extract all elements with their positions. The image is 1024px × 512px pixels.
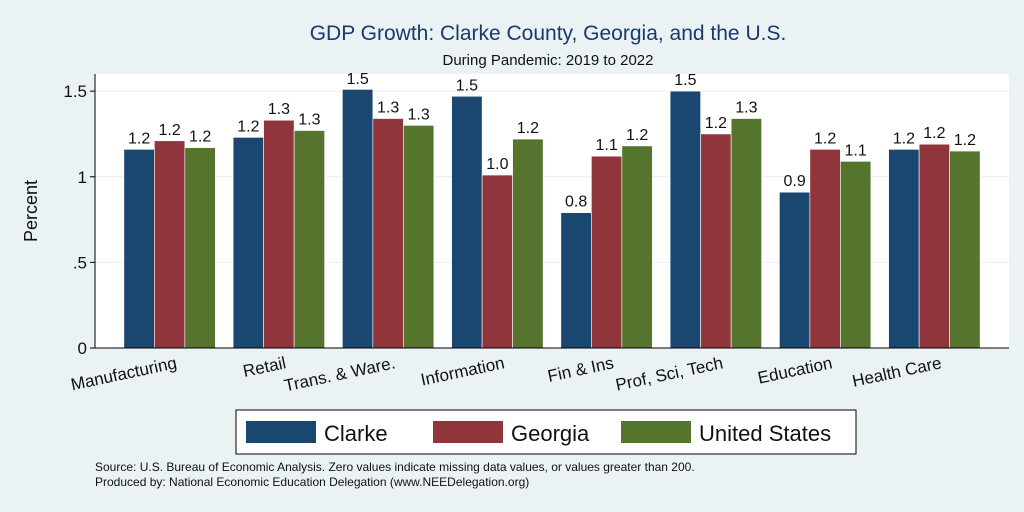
legend-swatch-clarke — [246, 421, 316, 443]
legend-swatch-georgia — [433, 421, 503, 443]
y-tick-label: 1 — [78, 168, 87, 187]
data-label-united-states-6: 1.1 — [845, 142, 867, 159]
bar-united-states-0 — [184, 147, 216, 349]
bar-clarke-1 — [232, 137, 264, 349]
legend-label-clarke: Clarke — [324, 421, 388, 446]
bar-georgia-2 — [372, 118, 404, 349]
bar-united-states-3 — [512, 138, 544, 349]
bar-georgia-6 — [809, 149, 841, 349]
bar-clarke-3 — [451, 95, 483, 349]
bar-united-states-7 — [949, 150, 981, 349]
data-label-georgia-6: 1.2 — [814, 130, 836, 147]
bar-united-states-2 — [403, 125, 435, 349]
data-labels-layer: 1.2 1.2 1.2 1.2 1.3 1.3 1.5 1.3 1.3 1.5 1.0 1.2 0.8 1… — [128, 71, 976, 211]
plot-area — [95, 74, 1009, 348]
x-tick-label-2: Trans. & Ware. — [282, 353, 397, 395]
data-label-clarke-0: 1.2 — [128, 130, 150, 147]
y-tick-label: 0 — [78, 339, 87, 358]
source-note: Source: U.S. Bureau of Economic Analysis… — [95, 460, 695, 474]
bar-united-states-5 — [730, 118, 762, 349]
bar-clarke-6 — [779, 191, 811, 349]
data-label-georgia-2: 1.3 — [377, 100, 399, 117]
data-label-clarke-2: 1.5 — [347, 71, 369, 88]
data-label-united-states-0: 1.2 — [189, 129, 211, 146]
bar-georgia-0 — [154, 140, 186, 349]
bar-clarke-5 — [669, 90, 701, 349]
y-tick-label: .5 — [73, 253, 87, 272]
data-label-clarke-5: 1.5 — [674, 72, 696, 89]
y-tick-label: 1.5 — [63, 82, 87, 101]
data-label-united-states-3: 1.2 — [517, 120, 539, 137]
data-label-united-states-2: 1.3 — [408, 106, 430, 123]
legend-box — [235, 409, 857, 455]
data-label-clarke-4: 0.8 — [565, 194, 587, 211]
data-label-united-states-1: 1.3 — [298, 112, 320, 129]
data-label-georgia-5: 1.2 — [705, 115, 727, 132]
bar-united-states-1 — [293, 130, 325, 349]
x-tick-label-0: Manufacturing — [69, 353, 178, 394]
bar-georgia-3 — [481, 174, 513, 349]
produced-by-note: Produced by: National Economic Education… — [95, 475, 529, 489]
x-tick-label-5: Prof, Sci, Tech — [614, 353, 725, 394]
bar-georgia-5 — [700, 133, 732, 349]
data-label-georgia-0: 1.2 — [159, 122, 181, 139]
x-tick-label-6: Education — [756, 353, 834, 387]
data-label-clarke-7: 1.2 — [893, 130, 915, 147]
bar-clarke-2 — [342, 89, 374, 349]
data-label-clarke-3: 1.5 — [456, 77, 478, 94]
data-label-united-states-7: 1.2 — [954, 132, 976, 149]
data-label-georgia-4: 1.1 — [596, 137, 618, 154]
legend-label-united-states: United States — [699, 421, 831, 446]
x-tick-label-1: Retail — [241, 353, 287, 381]
data-label-clarke-1: 1.2 — [237, 118, 259, 135]
bars-layer — [123, 89, 981, 349]
legend-swatch-united-states — [621, 421, 691, 443]
data-label-georgia-7: 1.2 — [923, 125, 945, 142]
data-label-united-states-4: 1.2 — [626, 127, 648, 144]
data-label-georgia-3: 1.0 — [486, 156, 508, 173]
bar-georgia-1 — [263, 119, 295, 349]
bar-georgia-4 — [591, 155, 623, 349]
y-ticks-layer: 0 .5 1 1.5 — [63, 82, 95, 358]
data-label-clarke-6: 0.9 — [784, 173, 806, 190]
legend: Clarke Georgia United States — [246, 421, 831, 446]
y-axis-title: Percent — [21, 180, 41, 242]
bar-united-states-4 — [621, 145, 653, 349]
chart-title: GDP Growth: Clarke County, Georgia, and … — [310, 22, 787, 45]
bar-united-states-6 — [840, 161, 872, 349]
legend-label-georgia: Georgia — [511, 421, 590, 446]
bar-clarke-0 — [123, 149, 155, 349]
bar-clarke-4 — [560, 212, 592, 349]
chart-subtitle: During Pandemic: 2019 to 2022 — [443, 52, 654, 69]
x-tick-label-7: Health Care — [851, 353, 944, 390]
data-label-georgia-1: 1.3 — [268, 101, 290, 118]
data-label-united-states-5: 1.3 — [735, 100, 757, 117]
x-tick-label-4: Fin & Ins — [546, 353, 616, 386]
x-tick-label-3: Information — [419, 353, 506, 389]
bar-georgia-7 — [918, 143, 950, 349]
bar-clarke-7 — [888, 149, 920, 349]
